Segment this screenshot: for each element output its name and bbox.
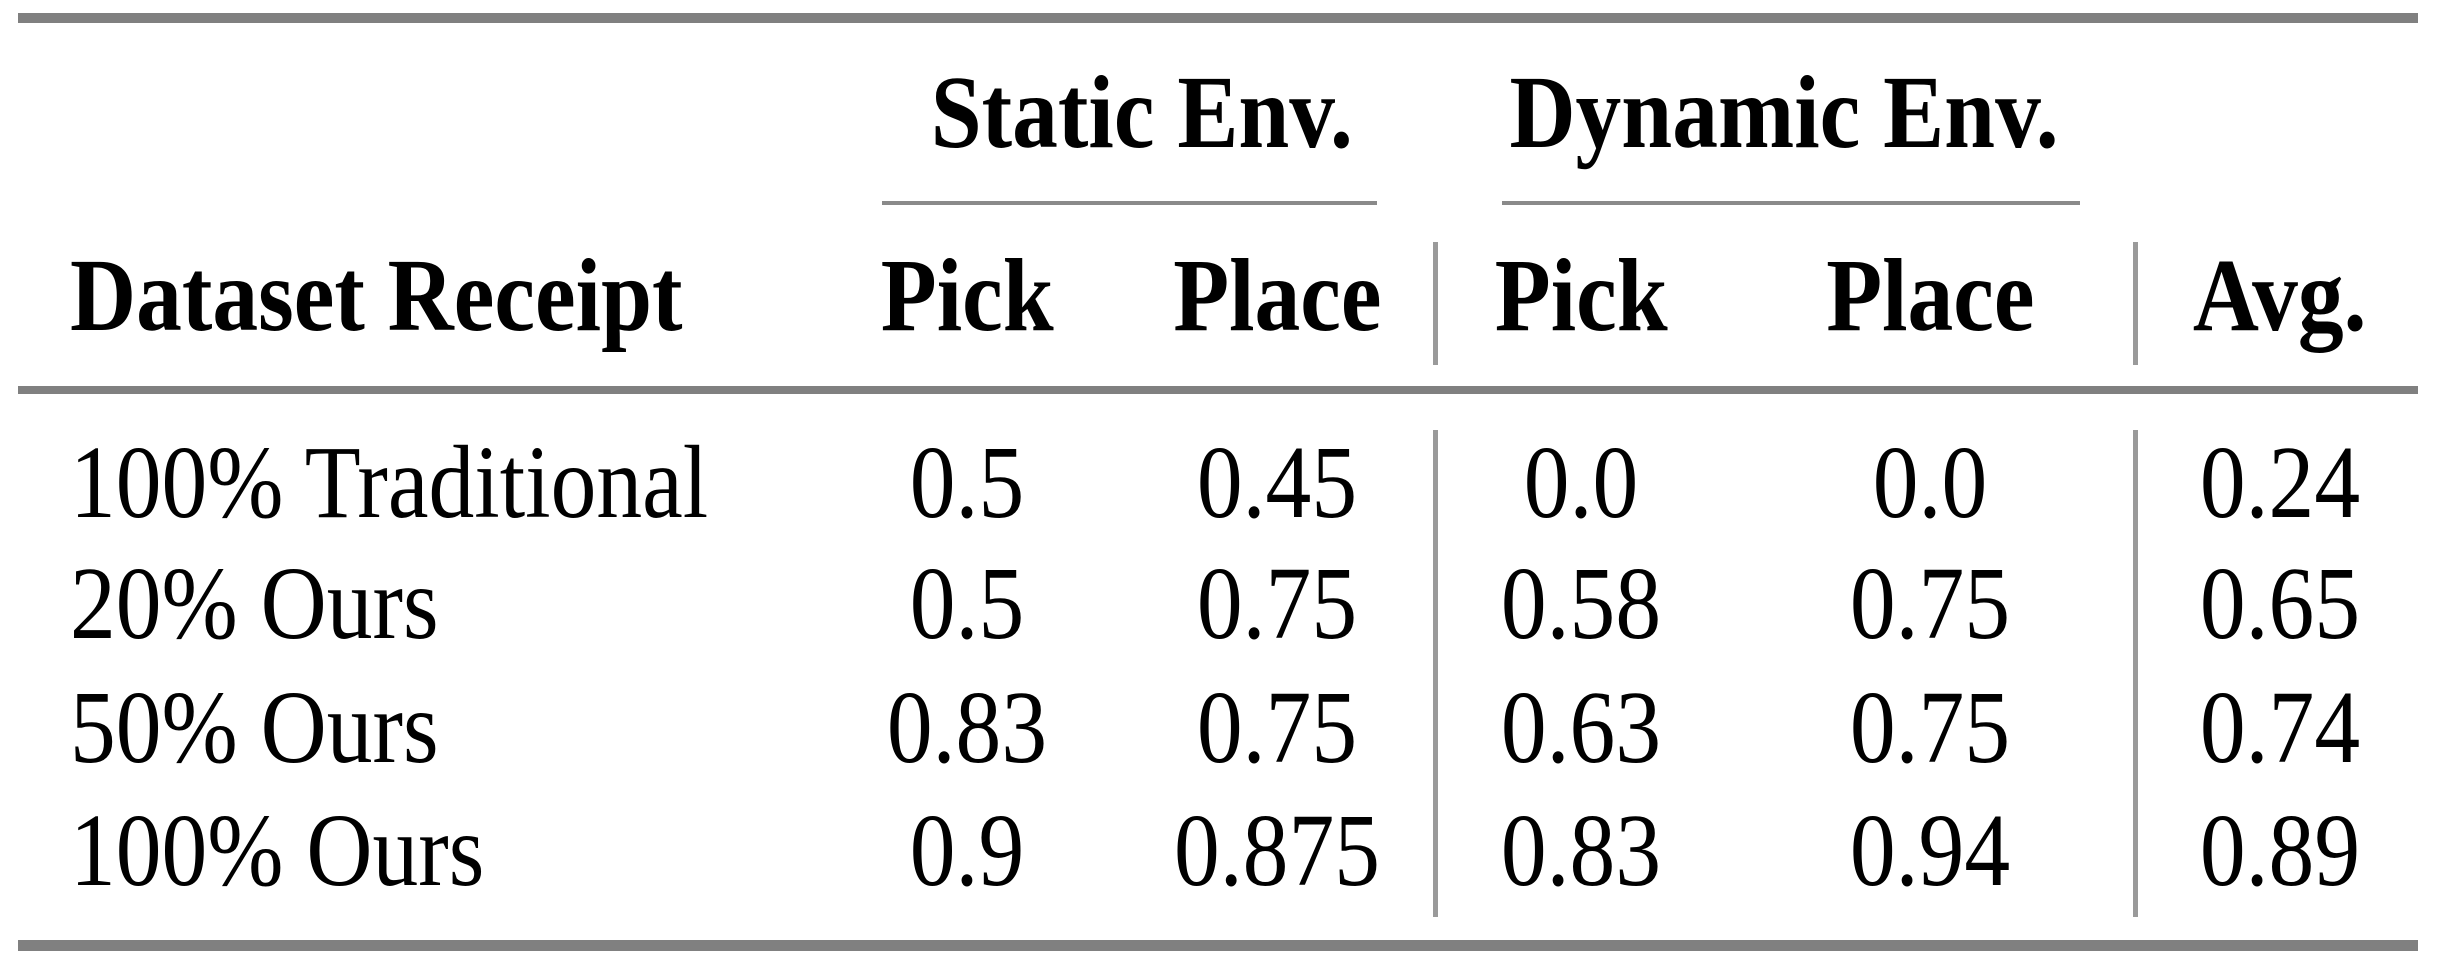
row-label: 100% Ours (70, 792, 485, 908)
cell-dataset: 20% Ours (70, 543, 850, 663)
cell-dynamic-place: 0.75 (1730, 543, 2130, 663)
cell-static-pick: 0.83 (850, 667, 1084, 787)
cell-static-place: 0.75 (1097, 543, 1457, 663)
column-header-static-pick: Pick (850, 235, 1084, 355)
cell-static-place: 0.875 (1097, 790, 1457, 910)
cell-avg: 0.65 (2138, 543, 2422, 663)
cell-value: 0.63 (1500, 669, 1662, 785)
cell-value: 0.75 (1849, 669, 2011, 785)
vertical-separator-avg-header (2133, 242, 2138, 365)
group-header-static-env-label: Static Env. (930, 54, 1354, 170)
cell-value: 0.65 (2199, 545, 2361, 661)
column-header-static-pick-label: Pick (880, 237, 1054, 353)
column-header-static-place-label: Place (1172, 237, 1382, 353)
group-header-row: Static Env. Dynamic Env. (0, 52, 2440, 172)
cell-value: 0.94 (1849, 792, 2011, 908)
cell-static-place: 0.45 (1097, 422, 1457, 542)
cell-dynamic-place: 0.0 (1730, 422, 2130, 542)
cmidrule-dynamic (1502, 201, 2080, 205)
table-row: 100% Ours 0.9 0.875 0.83 0.94 0.89 (0, 790, 2440, 910)
cell-value: 0.0 (1872, 424, 1988, 540)
group-header-dynamic-env-label: Dynamic Env. (1509, 54, 2060, 170)
cell-dynamic-pick: 0.0 (1437, 422, 1725, 542)
group-header-dynamic-env: Dynamic Env. (1434, 52, 2135, 172)
row-label: 20% Ours (70, 545, 439, 661)
row-label: 50% Ours (70, 669, 439, 785)
vertical-separator-static-dynamic-body (1433, 430, 1438, 917)
column-header-dynamic-pick: Pick (1437, 235, 1725, 355)
cell-dynamic-pick: 0.58 (1437, 543, 1725, 663)
cell-avg: 0.89 (2138, 790, 2422, 910)
mid-rule (18, 386, 2418, 394)
column-header-static-place: Place (1097, 235, 1457, 355)
cell-dynamic-pick: 0.63 (1437, 667, 1725, 787)
cell-value: 0.9 (909, 792, 1025, 908)
cell-value: 0.75 (1849, 545, 2011, 661)
column-header-dynamic-place: Place (1730, 235, 2130, 355)
cell-value: 0.83 (886, 669, 1048, 785)
cell-value: 0.5 (909, 545, 1025, 661)
row-label: 100% Traditional (70, 424, 709, 540)
table-row: 50% Ours 0.83 0.75 0.63 0.75 0.74 (0, 667, 2440, 787)
vertical-separator-static-dynamic-header (1433, 242, 1438, 365)
cell-avg: 0.24 (2138, 422, 2422, 542)
cell-value: 0.0 (1523, 424, 1639, 540)
column-header-avg-label: Avg. (2193, 237, 2367, 353)
cell-value: 0.58 (1500, 545, 1662, 661)
cell-dynamic-pick: 0.83 (1437, 790, 1725, 910)
column-header-dynamic-pick-label: Pick (1494, 237, 1668, 353)
column-header-dynamic-place-label: Place (1825, 237, 2035, 353)
column-header-dataset-receipt-label: Dataset Receipt (70, 237, 683, 353)
cell-static-pick: 0.5 (850, 422, 1084, 542)
cell-value: 0.74 (2199, 669, 2361, 785)
table-row: 20% Ours 0.5 0.75 0.58 0.75 0.65 (0, 543, 2440, 663)
cell-dataset: 100% Traditional (70, 422, 850, 542)
column-header-row: Dataset Receipt Pick Place Pick Place Av… (0, 235, 2440, 355)
cell-static-place: 0.75 (1097, 667, 1457, 787)
cell-dataset: 50% Ours (70, 667, 850, 787)
vertical-separator-avg-body (2133, 430, 2138, 917)
cell-static-pick: 0.5 (850, 543, 1084, 663)
cell-avg: 0.74 (2138, 667, 2422, 787)
column-header-avg: Avg. (2138, 235, 2422, 355)
cell-value: 0.89 (2199, 792, 2361, 908)
cell-static-pick: 0.9 (850, 790, 1084, 910)
table-row: 100% Traditional 0.5 0.45 0.0 0.0 0.24 (0, 422, 2440, 542)
top-rule (18, 13, 2418, 23)
bottom-rule (18, 940, 2418, 951)
cell-value: 0.5 (909, 424, 1025, 540)
cell-value: 0.875 (1174, 792, 1380, 908)
cell-dynamic-place: 0.94 (1730, 790, 2130, 910)
cell-value: 0.24 (2199, 424, 2361, 540)
column-header-dataset-receipt: Dataset Receipt (70, 235, 850, 355)
cell-value: 0.45 (1196, 424, 1358, 540)
cell-dataset: 100% Ours (70, 790, 850, 910)
cmidrule-static (882, 201, 1377, 205)
cell-value: 0.83 (1500, 792, 1662, 908)
group-header-static-env: Static Env. (850, 52, 1434, 172)
cell-value: 0.75 (1196, 545, 1358, 661)
cell-dynamic-place: 0.75 (1730, 667, 2130, 787)
cell-value: 0.75 (1196, 669, 1358, 785)
